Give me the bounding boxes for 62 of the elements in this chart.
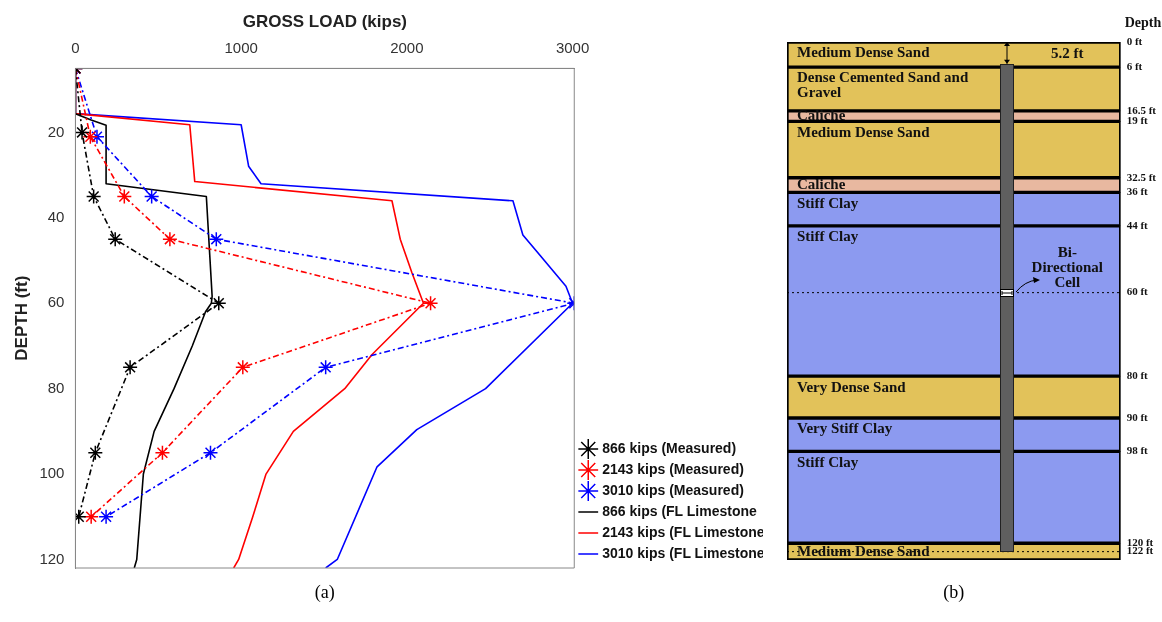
point: [143, 188, 160, 205]
point: [85, 188, 102, 205]
y-axis-title: Depth: [1124, 14, 1162, 30]
y-tick-label: 44 ft: [1126, 218, 1149, 231]
point: [116, 188, 133, 205]
point: [208, 231, 225, 247]
point: [202, 444, 219, 461]
series-label: Very Stiff Clay: [797, 420, 893, 437]
x-tick-label: 0: [71, 38, 80, 56]
legend-label: 2143 kips (Measured): [602, 460, 744, 477]
y-tick-label: 19 ft: [1126, 114, 1149, 127]
y-tick-label: 32.5 ft: [1126, 170, 1157, 183]
point: [162, 231, 178, 247]
legend-label: 3010 kips (Measured): [602, 481, 744, 498]
y-tick-label: 120: [39, 549, 65, 567]
series-label: Stiff Clay: [797, 228, 859, 245]
series-label: Stiff Clay: [797, 194, 859, 211]
y-tick-label: 40: [47, 207, 65, 225]
y-tick-label: 60: [47, 293, 65, 311]
legend-label: 866 kips (FL Limestone: [602, 502, 758, 519]
x-axis-title: GROSS LOAD (kips): [242, 11, 408, 31]
point: [154, 444, 171, 461]
y-tick-label: 60 ft: [1126, 285, 1149, 298]
y-tick-label: 20: [47, 122, 65, 140]
point: [98, 509, 114, 525]
y-tick-label: 80 ft: [1126, 369, 1149, 382]
legend-label: 866 kips (Measured): [602, 439, 737, 456]
series-label: Caliche: [797, 107, 846, 124]
point: [317, 359, 334, 376]
text: (a): [314, 581, 335, 603]
y-tick-label: 16.5 ft: [1126, 103, 1157, 116]
series-label: Medium Dense Sand: [797, 123, 931, 140]
x-tick-label: 1000: [224, 38, 258, 56]
series-label: Medium Dense Sand: [797, 542, 931, 559]
y-tick-label: 80: [47, 378, 65, 396]
y-tick-label: 6 ft: [1126, 59, 1143, 72]
series-label: Stiff Clay: [797, 453, 859, 470]
annotation: 5.2 ft: [1051, 45, 1084, 62]
y-tick-label: 0 ft: [1126, 34, 1143, 47]
series-label: Caliche: [797, 175, 846, 192]
y-tick-label: 36 ft: [1126, 185, 1149, 198]
point: [82, 128, 99, 145]
x-tick-label: 2000: [390, 38, 424, 56]
point: [89, 128, 105, 145]
y-tick-label: 90 ft: [1126, 410, 1149, 423]
point: [87, 444, 104, 461]
y-tick-label: 100: [39, 464, 65, 482]
text: (b): [943, 581, 965, 603]
series-label: Very Dense Sand: [797, 378, 907, 395]
y-tick-label: 98 ft: [1126, 444, 1149, 457]
point: [122, 359, 138, 376]
y-axis-title: DEPTH (ft): [11, 275, 31, 361]
point: [211, 295, 227, 312]
point: [83, 509, 99, 525]
x-tick-label: 3000: [555, 38, 590, 56]
series-label: Medium Dense Sand: [797, 44, 931, 61]
point: [422, 295, 439, 312]
point: [75, 124, 90, 141]
annotation: Bi-Directional Cell: [1031, 244, 1103, 291]
series-label: Dense Cemented Sand and Gravel: [797, 69, 969, 101]
point: [235, 359, 251, 376]
point: [107, 231, 123, 247]
